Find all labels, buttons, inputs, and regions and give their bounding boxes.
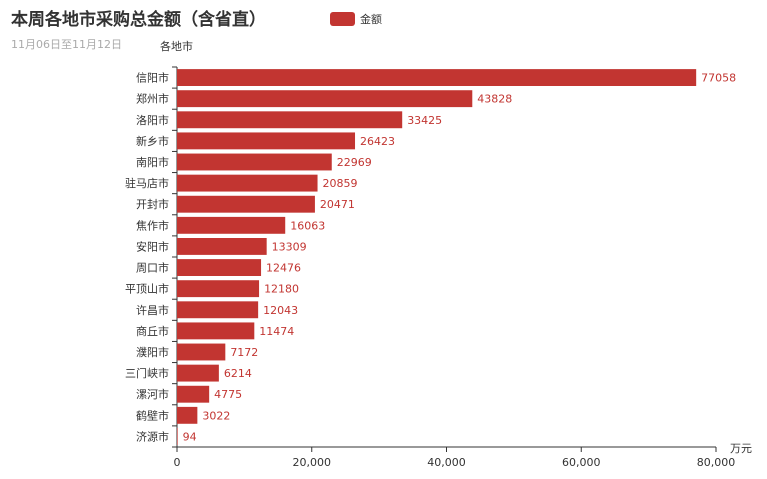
legend-swatch: [330, 12, 355, 26]
x-tick-label: 60,000: [562, 456, 601, 469]
data-label: 3022: [202, 409, 230, 422]
bar: [177, 259, 262, 276]
bar: [177, 280, 260, 298]
category-label: 漯河市: [136, 387, 169, 401]
x-tick-label: 40,000: [427, 456, 466, 469]
category-label: 平顶山市: [125, 282, 169, 296]
category-label: 商丘市: [136, 324, 169, 338]
category-label: 开封市: [136, 197, 169, 211]
data-label: 43828: [477, 93, 512, 106]
data-label: 33425: [407, 114, 442, 127]
bar: [177, 90, 473, 108]
category-label: 濮阳市: [136, 345, 169, 359]
category-label: 许昌市: [136, 303, 169, 317]
category-label: 南阳市: [136, 155, 169, 169]
data-label: 77058: [701, 72, 736, 85]
data-label: 12043: [263, 304, 298, 317]
data-label: 7172: [230, 346, 258, 359]
data-label: 12180: [264, 283, 299, 296]
category-label: 济源市: [136, 429, 169, 443]
x-tick-label: 0: [174, 456, 181, 469]
x-tick-label: 80,000: [697, 456, 736, 469]
data-label: 12476: [266, 262, 301, 275]
category-label: 三门峡市: [125, 366, 169, 380]
data-label: 94: [183, 430, 197, 443]
bar: [177, 428, 178, 445]
category-label: 焦作市: [136, 218, 169, 232]
data-label: 13309: [272, 240, 307, 253]
data-label: 20471: [320, 198, 355, 211]
bar: [177, 364, 219, 382]
x-axis-name: 万元: [730, 442, 752, 455]
data-label: 4775: [214, 388, 242, 401]
category-label: 安阳市: [136, 239, 169, 253]
bar: [177, 111, 403, 129]
bar: [177, 153, 332, 171]
data-label: 6214: [224, 367, 252, 380]
chart-subtitle: 11月06日至11月12日: [11, 38, 122, 51]
data-label: 22969: [337, 156, 372, 169]
bar: [177, 301, 259, 319]
bar: [177, 238, 267, 255]
category-label: 郑州市: [136, 92, 169, 106]
chart-title: 本周各地市采购总金额（含省直）: [11, 9, 266, 30]
bar: [177, 174, 318, 192]
category-label: 周口市: [136, 261, 169, 275]
category-label: 鹤壁市: [136, 408, 169, 422]
x-tick-label: 20,000: [293, 456, 332, 469]
bar: [177, 385, 210, 403]
bar: [177, 216, 286, 234]
data-label: 20859: [323, 177, 358, 190]
plot-area: 0 20,000 40,000 60,000 80,000 信阳市 77058 郑州市 4382…: [125, 66, 736, 469]
legend-label: 金额: [360, 12, 382, 26]
category-label: 信阳市: [136, 71, 169, 85]
bar: [177, 69, 697, 86]
data-label: 11474: [259, 325, 294, 338]
bar: [177, 322, 255, 340]
legend[interactable]: 金额: [330, 12, 382, 26]
bar: [177, 406, 198, 424]
y-axis-name: 各地市: [160, 39, 193, 53]
category-label: 新乡市: [136, 134, 169, 148]
bar: [177, 195, 315, 213]
category-label: 驻马店市: [125, 176, 169, 190]
category-label: 洛阳市: [136, 113, 169, 127]
data-label: 16063: [290, 219, 325, 232]
data-label: 26423: [360, 135, 395, 148]
bar: [177, 343, 226, 361]
bar: [177, 132, 356, 150]
